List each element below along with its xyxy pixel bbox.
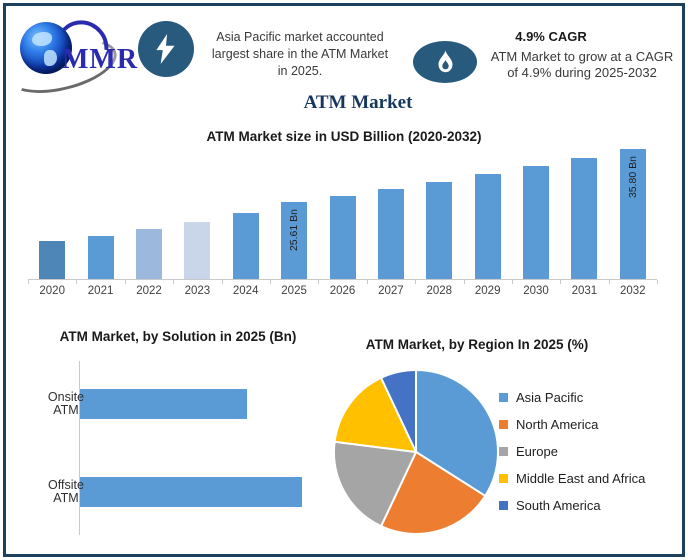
bar-2031 — [571, 158, 598, 279]
x-axis-tick — [28, 280, 29, 284]
x-axis-line — [28, 279, 657, 280]
legend-swatch — [499, 474, 508, 483]
cagr-title: 4.9% CAGR — [515, 29, 587, 44]
x-axis-tick — [415, 280, 417, 284]
bar-2030 — [523, 166, 549, 279]
bar-2026 — [329, 196, 356, 279]
bar-data-label-2032: 35.80 Bn — [626, 156, 639, 199]
x-axis-label-2031: 2031 — [571, 285, 598, 297]
x-axis-label-2022: 2022 — [136, 285, 162, 297]
legend-label: Middle East and Africa — [516, 471, 646, 486]
bar-2032: 35.80 Bn — [619, 149, 646, 279]
x-axis-tick — [608, 280, 610, 284]
logo-text: MMR — [62, 44, 139, 75]
bar-data-label-2025: 25.61 Bn — [288, 209, 301, 252]
bar-2025: 25.61 Bn — [281, 202, 308, 279]
y-axis-line — [79, 361, 80, 535]
hbar-offsite-atm — [80, 477, 302, 507]
legend-label: Europe — [516, 444, 558, 459]
market-size-bar-chart: 2020 2021 2022 2023 2024 25.61 Bn 2025 2026 2027… — [28, 148, 658, 300]
bar-2022 — [136, 229, 162, 279]
x-axis-tick — [318, 280, 320, 284]
bar-2024 — [232, 213, 259, 279]
hbar-label-onsite-atm: Onsite ATM — [47, 390, 85, 417]
solution-chart-title: ATM Market, by Solution in 2025 (Bn) — [59, 329, 297, 344]
legend-item-north-america: North America — [499, 411, 645, 438]
pie-legend: Asia Pacific North America Europe Middle Ea… — [499, 384, 645, 519]
x-axis-label-2025: 2025 — [281, 285, 307, 297]
legend-label: North America — [516, 417, 599, 432]
flame-icon — [413, 41, 477, 83]
x-axis-tick — [560, 280, 562, 284]
cagr-note: 4.9% CAGR ATM Market to grow at a CAGR o… — [484, 29, 680, 81]
solution-bar-chart: ATM Market, by Solution in 2025 (Bn) Ons… — [18, 322, 338, 550]
mmr-logo: MMR — [1, 9, 141, 103]
hbar-onsite-atm — [80, 389, 247, 419]
bar-2023 — [184, 222, 211, 279]
x-axis-label-2026: 2026 — [329, 285, 356, 297]
x-axis-tick — [463, 280, 465, 284]
asia-note-line: largest share in the ATM Market — [211, 47, 389, 61]
page-title: ATM Market — [303, 92, 413, 113]
lightning-bolt-glyph — [156, 34, 175, 64]
cagr-line: of 4.9% during 2025-2032 — [507, 65, 657, 80]
x-axis-tick — [657, 280, 658, 284]
region-pie-title: ATM Market, by Region In 2025 (%) — [365, 337, 589, 352]
pie-slice-south-america — [379, 368, 417, 453]
pie-slice-europe — [333, 440, 418, 528]
legend-swatch — [499, 447, 508, 456]
bar-2027 — [377, 189, 404, 279]
x-axis-tick — [221, 280, 223, 284]
legend-item-middle-east-and-africa: Middle East and Africa — [499, 465, 645, 492]
asia-note-line: in 2025. — [277, 64, 323, 78]
pie-graphic — [333, 368, 499, 535]
x-axis-tick — [173, 280, 175, 284]
legend-swatch — [499, 393, 508, 402]
x-axis-label-2030: 2030 — [523, 285, 549, 297]
asia-note-line: Asia Pacific market accounted — [216, 30, 384, 44]
x-axis-tick — [366, 280, 368, 284]
x-axis-tick — [76, 280, 78, 284]
legend-swatch — [499, 501, 508, 510]
legend-swatch — [499, 420, 508, 429]
lightning-icon — [138, 21, 194, 77]
hbar-label-offsite-atm: Offsite ATM — [48, 478, 84, 505]
x-axis-label-2028: 2028 — [426, 285, 453, 297]
x-axis-label-2032: 2032 — [619, 285, 646, 297]
x-axis-label-2029: 2029 — [474, 285, 501, 297]
x-axis-label-2023: 2023 — [184, 285, 211, 297]
globe-icon — [20, 22, 72, 74]
x-axis-tick — [269, 280, 271, 284]
asia-pacific-note: Asia Pacific market accounted largest sh… — [200, 29, 400, 80]
x-axis-label-2024: 2024 — [232, 285, 259, 297]
legend-item-asia-pacific: Asia Pacific — [499, 384, 645, 411]
pie-slice-middle-east-and-africa — [333, 376, 418, 454]
x-axis-label-2020: 2020 — [39, 285, 65, 297]
legend-label: Asia Pacific — [516, 390, 584, 405]
x-axis-label-2027: 2027 — [378, 285, 404, 297]
region-pie-chart — [330, 366, 502, 538]
legend-item-europe: Europe — [499, 438, 645, 465]
x-axis-tick — [511, 280, 513, 284]
bar-2029 — [474, 174, 501, 279]
legend-label: South America — [516, 498, 601, 513]
x-axis-tick — [124, 280, 126, 284]
flame-glyph — [438, 50, 452, 73]
x-axis-label-2021: 2021 — [87, 285, 114, 297]
bar-2028 — [426, 182, 453, 279]
bar-chart-title: ATM Market size in USD Billion (2020-203… — [206, 129, 482, 144]
cagr-line: ATM Market to grow at a CAGR — [490, 49, 674, 64]
legend-item-south-america: South America — [499, 492, 645, 519]
bar-2021 — [87, 236, 114, 279]
bar-2020 — [39, 241, 66, 279]
